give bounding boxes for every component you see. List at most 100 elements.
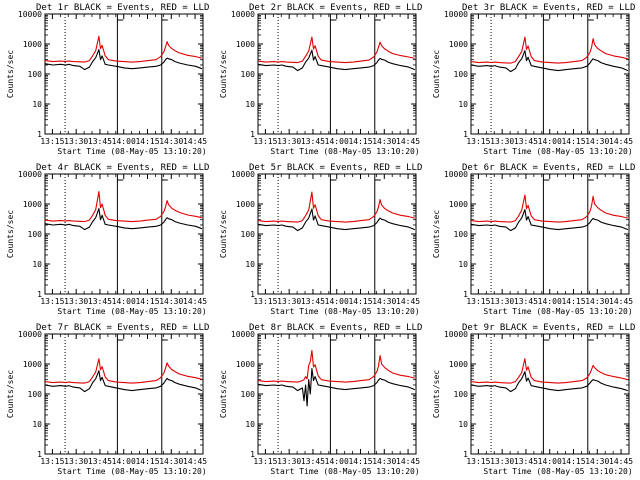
detector-panel: Det 4r BLACK = Events, RED = LLD 1 10 100 10… bbox=[6, 163, 209, 316]
x-tick-label: 14:15 bbox=[561, 297, 585, 306]
x-tick-label: 14:45 bbox=[609, 137, 633, 146]
x-axis-title: Start Time (08-May-05 13:10:20) bbox=[57, 147, 206, 156]
x-tick-label: 14:00 bbox=[112, 137, 136, 146]
y-axis-title: Counts/sec bbox=[6, 50, 15, 98]
events-rate-line bbox=[470, 209, 629, 232]
x-tick-label: 13:45 bbox=[514, 297, 538, 306]
x-tick-label: 13:30 bbox=[490, 457, 514, 466]
x-tick-label: 13:15 bbox=[40, 137, 64, 146]
x-axis-title: Start Time (08-May-05 13:10:20) bbox=[270, 307, 419, 316]
x-tick-label: 14:00 bbox=[325, 297, 349, 306]
y-tick-label: 100 bbox=[454, 230, 469, 239]
x-tick-label: 14:15 bbox=[348, 457, 372, 466]
x-tick-label: 14:15 bbox=[135, 457, 159, 466]
y-tick-label: 1 bbox=[37, 450, 42, 459]
x-tick-label: 14:00 bbox=[112, 297, 136, 306]
y-axis-title: Counts/sec bbox=[219, 210, 228, 258]
x-tick-label: 14:15 bbox=[561, 457, 585, 466]
x-axis-title: Start Time (08-May-05 13:10:20) bbox=[483, 467, 632, 476]
events-rate-line bbox=[470, 371, 629, 393]
y-tick-label: 1000 bbox=[236, 40, 255, 49]
x-tick-label: 14:30 bbox=[159, 137, 183, 146]
y-tick-label: 10 bbox=[245, 100, 255, 109]
x-tick-label: 13:15 bbox=[40, 457, 64, 466]
x-tick-label: 14:00 bbox=[538, 297, 562, 306]
x-tick-label: 13:15 bbox=[253, 457, 277, 466]
panel-title: Det 4r BLACK = Events, RED = LLD bbox=[36, 163, 209, 173]
lld-rate-line bbox=[44, 35, 203, 63]
events-rate-line bbox=[257, 49, 416, 72]
x-tick-label: 14:30 bbox=[372, 457, 396, 466]
x-axis-title: Start Time (08-May-05 13:10:20) bbox=[483, 147, 632, 156]
plot-frame bbox=[257, 333, 417, 455]
x-tick-label: 14:45 bbox=[396, 137, 420, 146]
x-tick-label: 14:00 bbox=[112, 457, 136, 466]
x-tick-label: 14:45 bbox=[183, 297, 207, 306]
events-rate-line bbox=[257, 368, 416, 407]
x-tick-label: 13:45 bbox=[88, 457, 112, 466]
events-rate-line bbox=[257, 208, 416, 232]
y-tick-label: 1000 bbox=[449, 40, 468, 49]
y-tick-label: 1000 bbox=[23, 40, 42, 49]
y-tick-label: 10 bbox=[458, 420, 468, 429]
y-tick-label: 10000 bbox=[18, 10, 42, 19]
x-tick-label: 13:45 bbox=[88, 137, 112, 146]
lld-rate-line bbox=[257, 36, 416, 64]
x-tick-label: 14:30 bbox=[585, 457, 609, 466]
lld-rate-line bbox=[257, 350, 416, 383]
detector-panel: Det 8r BLACK = Events, RED = LLD 1 10 100 10… bbox=[219, 323, 422, 476]
panel-title: Det 6r BLACK = Events, RED = LLD bbox=[462, 163, 635, 173]
x-tick-label: 13:45 bbox=[301, 137, 325, 146]
panel-title: Det 2r BLACK = Events, RED = LLD bbox=[249, 3, 422, 13]
events-rate-line bbox=[44, 370, 203, 393]
panel-title: Det 5r BLACK = Events, RED = LLD bbox=[249, 163, 422, 173]
y-tick-label: 100 bbox=[454, 70, 469, 79]
detector-panel: Det 6r BLACK = Events, RED = LLD 1 10 100 10… bbox=[432, 163, 635, 316]
x-tick-label: 14:15 bbox=[348, 137, 372, 146]
y-tick-label: 100 bbox=[28, 390, 43, 399]
x-tick-label: 14:45 bbox=[183, 457, 207, 466]
x-tick-label: 14:45 bbox=[609, 457, 633, 466]
y-axis-title: Counts/sec bbox=[219, 50, 228, 98]
events-rate-line bbox=[44, 208, 203, 231]
y-tick-label: 1 bbox=[463, 130, 468, 139]
x-tick-label: 13:30 bbox=[490, 297, 514, 306]
y-tick-label: 10000 bbox=[231, 330, 255, 339]
x-axis-title: Start Time (08-May-05 13:10:20) bbox=[270, 147, 419, 156]
y-tick-label: 1000 bbox=[23, 200, 42, 209]
x-tick-label: 14:45 bbox=[396, 297, 420, 306]
y-tick-label: 1 bbox=[463, 450, 468, 459]
y-tick-label: 1 bbox=[250, 290, 255, 299]
y-tick-label: 100 bbox=[454, 390, 469, 399]
plot-frame bbox=[44, 333, 204, 455]
x-axis-title: Start Time (08-May-05 13:10:20) bbox=[483, 307, 632, 316]
plot-frame bbox=[44, 13, 204, 135]
x-tick-label: 13:30 bbox=[277, 137, 301, 146]
y-axis-title: Counts/sec bbox=[6, 370, 15, 418]
x-axis-title: Start Time (08-May-05 13:10:20) bbox=[57, 467, 206, 476]
y-tick-label: 1000 bbox=[449, 360, 468, 369]
x-tick-label: 14:45 bbox=[609, 297, 633, 306]
x-axis-title: Start Time (08-May-05 13:10:20) bbox=[270, 467, 419, 476]
detector-panel: Det 2r BLACK = Events, RED = LLD 1 10 100 10… bbox=[219, 3, 422, 156]
y-tick-label: 1000 bbox=[236, 200, 255, 209]
x-tick-label: 13:15 bbox=[253, 297, 277, 306]
y-tick-label: 100 bbox=[28, 230, 43, 239]
x-tick-label: 13:30 bbox=[64, 457, 88, 466]
y-tick-label: 10 bbox=[245, 260, 255, 269]
y-tick-label: 10 bbox=[32, 420, 42, 429]
y-tick-label: 10 bbox=[458, 100, 468, 109]
x-tick-label: 13:30 bbox=[277, 297, 301, 306]
x-tick-label: 13:15 bbox=[466, 137, 490, 146]
y-axis-title: Counts/sec bbox=[219, 370, 228, 418]
y-tick-label: 10000 bbox=[18, 330, 42, 339]
panel-title: Det 3r BLACK = Events, RED = LLD bbox=[462, 3, 635, 13]
x-tick-label: 13:15 bbox=[466, 297, 490, 306]
detector-panel: Det 3r BLACK = Events, RED = LLD 1 10 100 10… bbox=[432, 3, 635, 156]
y-tick-label: 1 bbox=[37, 290, 42, 299]
x-tick-label: 14:30 bbox=[159, 457, 183, 466]
plot-frame bbox=[44, 173, 204, 295]
y-tick-label: 10000 bbox=[231, 10, 255, 19]
x-tick-label: 14:15 bbox=[135, 137, 159, 146]
x-tick-label: 14:30 bbox=[372, 137, 396, 146]
